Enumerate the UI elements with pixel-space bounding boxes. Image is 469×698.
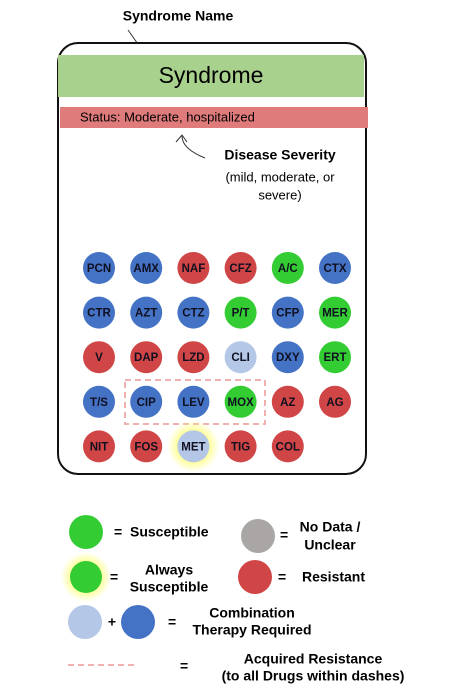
legend-swatch [68, 605, 102, 639]
drug-label: NIT [90, 441, 109, 453]
drug-circle [224, 341, 257, 374]
drug-circle [224, 430, 257, 463]
drug-circle [271, 385, 304, 418]
drug-circle [224, 252, 257, 284]
legend-sign: + [108, 614, 116, 630]
drug-circle [177, 341, 210, 374]
drug-circle [271, 430, 304, 463]
drug-label: CTZ [182, 308, 204, 320]
drug-label: CIP [137, 397, 157, 409]
legend-label: Susceptible [130, 579, 209, 595]
drug-grid: PCN AMX NAF CFZ A/C CTX CTR AZT CTZ P/T CFP MER V DAP… [83, 252, 351, 473]
legend-label: Unclear [304, 537, 356, 553]
severity-line: (mild, moderate, or [225, 169, 335, 184]
severity-title: Disease Severity [224, 147, 336, 163]
severity-arrow [181, 135, 206, 159]
syndrome: Syndrome [159, 62, 264, 88]
legend-label: Always [145, 562, 193, 578]
drug-label: AG [326, 397, 343, 409]
legend-label: Resistant [302, 569, 365, 585]
legend-label: Susceptible [130, 524, 209, 540]
drug-label: PCN [87, 263, 111, 275]
drug-circle [83, 296, 115, 329]
severity-arrowhead [175, 134, 188, 143]
drug-circle [271, 341, 304, 374]
drug-label: DXY [276, 352, 300, 364]
drug-label: CFZ [229, 263, 251, 275]
legend-swatch [70, 561, 102, 593]
drug-label: CLI [231, 352, 250, 364]
drug-label: MOX [227, 397, 254, 409]
drug-circle [130, 252, 163, 284]
drug-circle [83, 385, 115, 418]
drug-circle [177, 252, 210, 284]
legend-sign: = [168, 614, 176, 630]
drug-circle [130, 385, 163, 418]
drug-label: CTR [87, 308, 111, 320]
legend-label: Acquired Resistance [244, 651, 383, 667]
drug-label: CFP [276, 308, 299, 320]
drug-label: T/S [90, 397, 108, 409]
drug-label: A/C [278, 263, 298, 275]
legend-sign: = [110, 569, 118, 585]
legend-label: No Data / [300, 519, 361, 535]
legend-label: (to all Drugs within dashes) [222, 668, 405, 684]
drug-circle [177, 296, 210, 329]
drug-label: AZT [135, 308, 157, 320]
legend-sign: = [280, 527, 288, 543]
drug-label: LEV [182, 397, 205, 409]
drug-label: V [95, 352, 103, 364]
drug-circle [319, 252, 351, 284]
drug-circle [130, 341, 163, 374]
drug-label: TIG [231, 441, 250, 453]
status-bar [60, 107, 368, 128]
drug-circle [130, 430, 163, 463]
drug-label: DAP [134, 352, 159, 364]
legend-label: Therapy Required [192, 622, 311, 638]
syndrome-bar [58, 55, 364, 97]
drug-label: LZD [182, 352, 204, 364]
drug-label: AMX [133, 263, 159, 275]
drug-label: CTX [324, 263, 347, 275]
legend-sign: = [278, 569, 286, 585]
drug-circle [271, 296, 304, 329]
drug-circle [319, 341, 351, 374]
drug-circle [83, 430, 115, 463]
drug-label: COL [276, 441, 300, 453]
legend-swatch [241, 519, 275, 553]
drug-circle [177, 385, 210, 418]
severity-line: severe) [258, 187, 301, 202]
drug-circle [83, 341, 115, 374]
drug-circle [319, 296, 351, 329]
drug-label: MET [181, 441, 205, 453]
drug-circle [130, 296, 163, 329]
status: Status: Moderate, hospitalized [80, 109, 255, 124]
drug-label: FOS [134, 441, 158, 453]
legend-swatch [238, 560, 272, 594]
legend-swatch [69, 515, 103, 549]
drug-label: P/T [232, 308, 250, 320]
drug-label: ERT [324, 352, 347, 364]
legend-swatch [121, 605, 155, 639]
drug-circle [271, 252, 304, 284]
drug-circle [319, 385, 351, 418]
legend-sign: = [180, 658, 188, 674]
legend-sign: = [114, 524, 122, 540]
drug-circle [177, 430, 210, 463]
drug-circle [224, 385, 257, 418]
drug-circle [224, 296, 257, 329]
drug-label: NAF [182, 263, 206, 275]
drug-circle [83, 252, 115, 284]
header-title: Syndrome Name [123, 8, 234, 24]
drug-label: MER [322, 308, 348, 320]
legend-label: Combination [209, 605, 295, 621]
drug-label: AZ [280, 397, 295, 409]
